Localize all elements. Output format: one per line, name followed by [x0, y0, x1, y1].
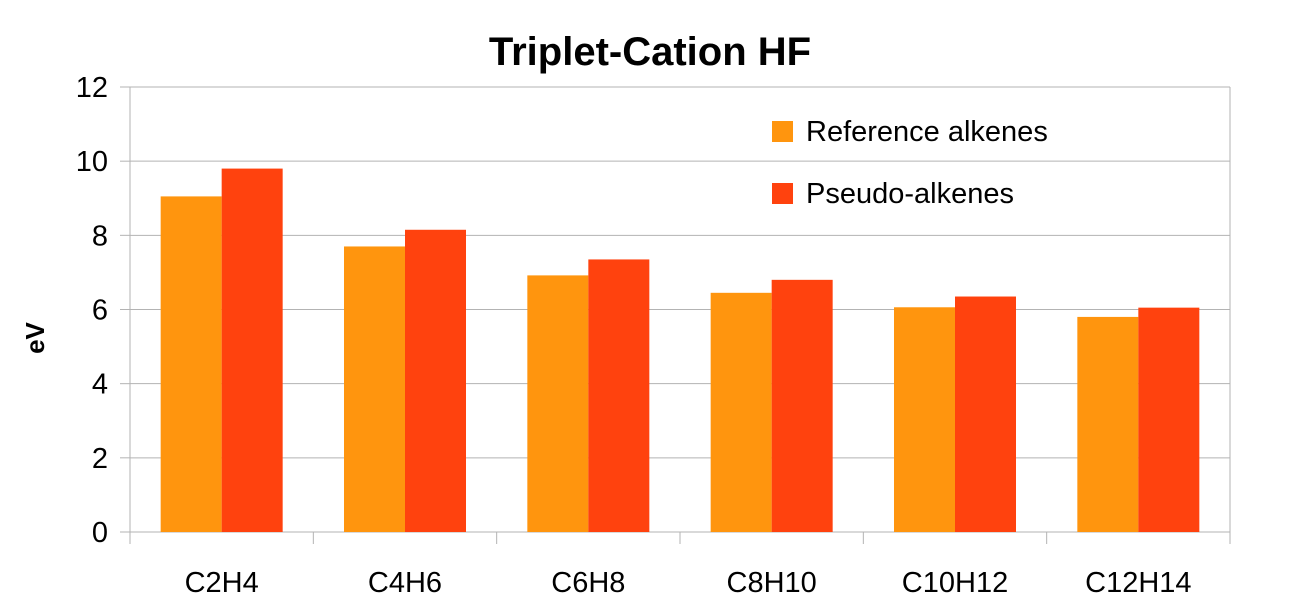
y-tick-label: 2 — [92, 443, 108, 475]
bars — [160, 168, 1200, 533]
bar-C10H12-series-1 — [894, 307, 955, 532]
x-tick-label: C2H4 — [185, 567, 259, 599]
gridlines — [120, 86, 1231, 544]
y-axis-label: eV — [20, 321, 50, 353]
x-tick-label: C4H6 — [368, 567, 442, 599]
y-tick-label: 4 — [92, 369, 108, 401]
x-axis-ticks: C2H4 C4H6 C6H8 C8H10 C10H12 C12H14 — [185, 532, 1231, 599]
x-tick-label: C10H12 — [902, 567, 1008, 599]
bar-C2H4-series-2 — [221, 168, 283, 533]
y-axis-ticks: 0 2 4 6 8 10 12 — [76, 72, 108, 549]
y-tick-label: 8 — [92, 220, 108, 252]
legend: Reference alkenes Pseudo-alkenes — [772, 116, 1048, 210]
x-tick-label: C8H10 — [727, 567, 817, 599]
legend-swatch — [772, 121, 793, 142]
legend-label: Pseudo-alkenes — [806, 178, 1014, 210]
bar-C4H6-series-1 — [344, 246, 405, 533]
bar-C8H10-series-2 — [771, 279, 833, 532]
bar-C12H14-series-2 — [1138, 307, 1200, 532]
bar-C2H4-series-1 — [160, 196, 222, 533]
bar-C6H8-series-2 — [588, 259, 650, 532]
y-tick-label: 12 — [76, 72, 108, 104]
bar-C12H14-series-1 — [1077, 316, 1139, 532]
bar-C4H6-series-2 — [405, 229, 466, 533]
x-tick-label: C12H14 — [1085, 567, 1191, 599]
chart-title: Triplet-Cation HF — [489, 30, 811, 74]
bar-C8H10-series-1 — [710, 292, 772, 532]
bar-C6H8-series-1 — [527, 275, 589, 532]
legend-swatch — [772, 183, 793, 204]
bar-C10H12-series-2 — [955, 296, 1016, 532]
y-tick-label: 10 — [76, 146, 108, 178]
legend-label: Reference alkenes — [806, 116, 1048, 148]
y-tick-label: 0 — [92, 517, 108, 549]
y-tick-label: 6 — [92, 295, 108, 327]
x-tick-label: C6H8 — [551, 567, 625, 599]
